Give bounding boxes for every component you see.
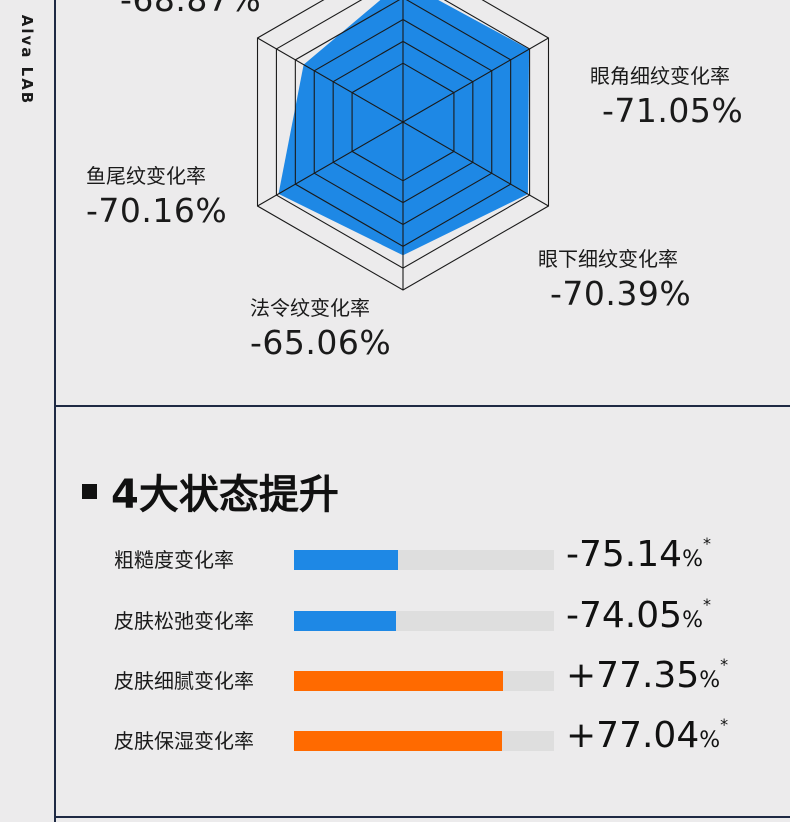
- section-title: 4大状态提升: [82, 462, 339, 520]
- radar-spoke: [257, 121, 404, 207]
- bar-fill: [294, 731, 503, 751]
- bar-value: +77.35%*: [566, 655, 728, 696]
- bar-track: [294, 611, 554, 631]
- bottom-border: [54, 816, 790, 818]
- radar-label-crows-feet: 鱼尾纹变化率 -70.16%: [86, 160, 227, 230]
- bar-value-number: +77.35: [566, 655, 700, 696]
- bar-track: [294, 731, 554, 751]
- bar-value-percent: %: [699, 668, 721, 693]
- bar-value-footnote-mark: *: [720, 655, 729, 674]
- radar-value-crows-feet: -70.16%: [86, 191, 228, 230]
- bar-value-number: +77.04: [566, 715, 700, 756]
- bar-row: 皮肤细腻变化率 +77.35%*: [0, 655, 790, 697]
- bar-fill: [294, 611, 396, 631]
- bar-value: +77.04%*: [566, 715, 728, 756]
- bar-value-percent: %: [682, 608, 703, 633]
- bar-value-number: -75.14: [566, 534, 683, 575]
- radar-label-under-eye: 眼下细纹变化率 -70.39%: [538, 243, 691, 313]
- bar-track: [294, 671, 554, 691]
- section-title-text: 4大状态提升: [111, 472, 339, 518]
- radar-name-nasolabial: 法令纹变化率: [250, 296, 370, 320]
- radar-value-under-eye: -70.39%: [550, 274, 692, 313]
- radar-spoke: [257, 37, 404, 123]
- radar-value-eye-corner: -71.05%: [602, 91, 744, 130]
- radar-data-area: [278, 0, 530, 256]
- radar-name-under-eye: 眼下细纹变化率: [538, 247, 678, 271]
- bar-value: -74.05%*: [566, 595, 711, 636]
- radar-label-nasolabial: 法令纹变化率 -65.06%: [250, 292, 391, 362]
- bar-label: 粗糙度变化率: [114, 548, 234, 572]
- radar-name-eye-corner: 眼角细纹变化率: [590, 64, 730, 88]
- radar-spoke: [402, 37, 549, 123]
- bar-value-percent: %: [682, 547, 703, 572]
- bar-label: 皮肤细腻变化率: [114, 669, 254, 693]
- radar-value-top: -68.87%: [120, 0, 261, 19]
- radar-spoke: [402, 121, 549, 207]
- radar-grid-overlay: [256, 0, 550, 291]
- bar-row: 皮肤松弛变化率 -74.05%*: [0, 595, 790, 637]
- square-bullet-icon: [82, 483, 97, 499]
- bar-value-percent: %: [699, 728, 721, 753]
- bar-fill: [294, 671, 503, 691]
- bar-value-footnote-mark: *: [720, 715, 729, 734]
- bar-track: [294, 550, 554, 570]
- radar-label-eye-corner: 眼角细纹变化率 -71.05%: [590, 60, 743, 130]
- section-divider: [54, 405, 790, 407]
- bar-label: 皮肤松弛变化率: [114, 609, 254, 633]
- radar-label-top: -68.87%: [120, 0, 261, 19]
- bar-fill: [294, 550, 399, 570]
- sidebar: Alva LAB: [0, 0, 56, 822]
- radar-value-nasolabial: -65.06%: [250, 323, 392, 362]
- bar-row: 皮肤保湿变化率 +77.04%*: [0, 715, 790, 757]
- bar-value-footnote-mark: *: [702, 534, 711, 553]
- bar-value-number: -74.05: [566, 595, 683, 636]
- bar-label: 皮肤保湿变化率: [114, 729, 254, 753]
- bar-value-footnote-mark: *: [702, 595, 711, 614]
- bar-value: -75.14%*: [566, 534, 711, 575]
- radar-name-crows-feet: 鱼尾纹变化率: [86, 164, 206, 188]
- radar-chart: [256, 0, 550, 291]
- bar-row: 粗糙度变化率 -75.14%*: [0, 534, 790, 576]
